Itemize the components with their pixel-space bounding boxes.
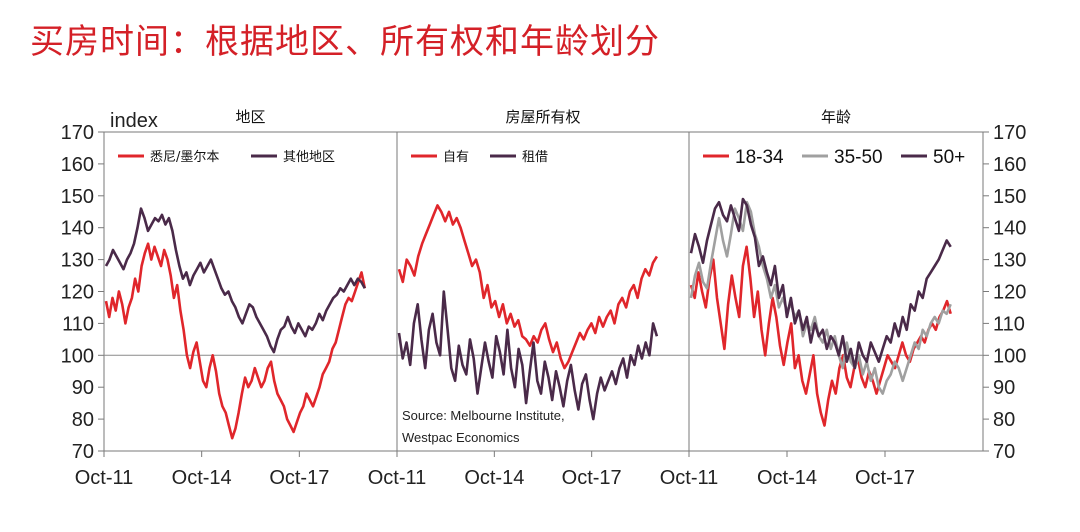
y-tick-label-left: 160 [61,154,94,176]
y-tick-label-right: 80 [993,409,1015,431]
x-tick-label: Oct-14 [172,467,232,489]
x-tick-label: Oct-14 [757,467,817,489]
legend-label: 自有 [443,150,469,165]
y-tick-label-left: 80 [72,409,94,431]
slide-title: 买房时间：根据地区、所有权和年龄划分 [30,22,660,62]
y-tick-label-left: 90 [72,377,94,399]
panel-title: 地区 [235,108,265,126]
x-tick-label: Oct-11 [75,467,134,489]
y-tick-label-right: 110 [993,313,1025,335]
y-tick-label-right: 100 [993,345,1026,367]
x-tick-label: Oct-14 [464,467,524,489]
legend-label: 悉尼/墨尔本 [150,150,219,165]
text-layer: 70 70 80 80 90 90 100 100 110 110 120 120 130 130 140 1… [61,108,1027,489]
source-note-line2: Westpac Economics [402,430,520,445]
y-tick-label-right: 90 [993,377,1015,399]
y-tick-label-right: 130 [993,250,1026,272]
y-tick-label-right: 70 [993,441,1015,463]
y-tick-label-right: 170 [993,122,1026,144]
legend-label: 其他地区 [283,150,335,165]
y-tick-label-left: 110 [62,313,94,335]
y-tick-label-left: 150 [61,186,94,208]
series-line-其他地区 [104,207,366,354]
y-tick-label-right: 150 [993,186,1026,208]
legend-layer: 悉尼/墨尔本 其他地区 自有 租借 18-34 35-50 50+ [118,147,965,168]
legend-label: 18-34 [735,147,784,168]
x-tick-label: Oct-17 [855,467,915,489]
legend-label: 50+ [933,147,965,168]
y-axis-label: index [110,110,158,132]
y-tick-label-left: 140 [61,218,94,240]
axes-layer [98,131,989,457]
series-layer [104,197,952,440]
panel-title: 房屋所有权 [505,108,580,126]
y-tick-label-left: 120 [61,282,94,304]
x-tick-label: Oct-11 [660,467,719,489]
series-line-50+ [689,197,952,370]
x-tick-label: Oct-11 [368,467,427,489]
source-note-line1: Source: Melbourne Institute, [402,408,565,423]
y-tick-label-left: 100 [61,345,94,367]
y-tick-label-left: 170 [61,122,94,144]
y-tick-label-left: 70 [72,441,94,463]
plot-frame [103,131,984,452]
series-line-悉尼/墨尔本 [104,242,367,440]
legend-label: 租借 [522,150,548,165]
y-tick-label-right: 160 [993,154,1026,176]
y-tick-label-right: 140 [993,218,1026,240]
series-line-18-34 [689,245,952,427]
y-tick-label-right: 120 [993,282,1026,304]
x-tick-label: Oct-17 [269,467,329,489]
series-line-租借 [397,290,659,421]
series-line-自有 [397,204,659,370]
panel-title: 年龄 [821,108,851,126]
legend-label: 35-50 [834,147,883,168]
x-tick-label: Oct-17 [562,467,622,489]
y-tick-label-left: 130 [61,250,94,272]
